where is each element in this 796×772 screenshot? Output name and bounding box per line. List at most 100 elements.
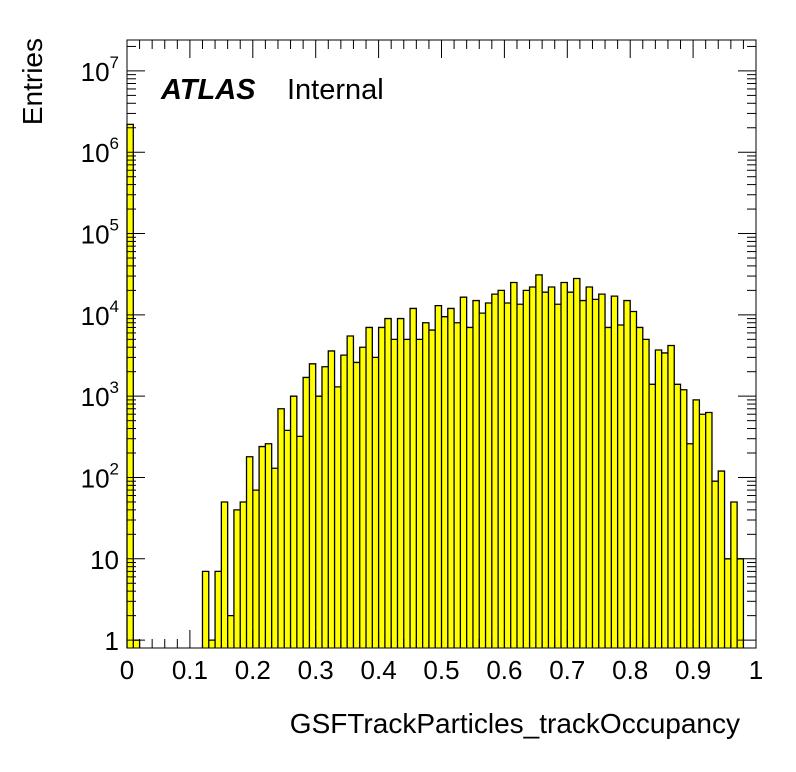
histogram-bar bbox=[730, 501, 738, 648]
histogram-bar bbox=[334, 386, 341, 648]
histogram-bar bbox=[227, 615, 234, 648]
histogram-bar bbox=[529, 287, 536, 648]
histogram-bar bbox=[290, 396, 297, 648]
histogram-bar bbox=[441, 316, 448, 648]
histogram-bar bbox=[428, 330, 436, 648]
histogram-bar bbox=[479, 313, 486, 648]
histogram-bar bbox=[630, 311, 637, 648]
x-tick-label: 0.6 bbox=[486, 655, 522, 685]
x-tick-label: 0.3 bbox=[298, 655, 334, 685]
x-tick-label: 0.8 bbox=[612, 655, 648, 685]
histogram-bar bbox=[340, 355, 348, 648]
x-tick-label: 0.2 bbox=[235, 655, 271, 685]
histogram-bar bbox=[542, 292, 549, 648]
histogram-bar bbox=[378, 327, 385, 648]
histogram-bar bbox=[705, 412, 712, 648]
y-axis-label: Entries bbox=[17, 38, 48, 125]
histogram-bar bbox=[718, 471, 725, 648]
histogram-bar bbox=[303, 377, 310, 648]
histogram-bar bbox=[642, 339, 650, 648]
histogram-bar bbox=[561, 282, 568, 648]
histogram-bar bbox=[567, 292, 574, 648]
histogram-bar bbox=[321, 366, 329, 648]
histogram-bar bbox=[623, 300, 631, 648]
histogram-bar bbox=[573, 278, 580, 648]
histogram-bar bbox=[699, 414, 706, 648]
histogram-bar bbox=[410, 308, 417, 648]
atlas-label: ATLAS bbox=[160, 74, 256, 106]
histogram-bar bbox=[617, 325, 624, 648]
y-tick-label: 106 bbox=[81, 134, 119, 168]
histogram-bar bbox=[403, 339, 411, 648]
histogram-bar bbox=[233, 509, 241, 648]
histogram-bar bbox=[359, 347, 367, 648]
histogram-bar bbox=[686, 443, 694, 648]
x-tick-label: 1 bbox=[749, 655, 763, 685]
histogram-bar bbox=[447, 308, 455, 648]
histogram-bar bbox=[435, 305, 442, 648]
y-tick-label: 107 bbox=[81, 53, 119, 87]
histogram-bar bbox=[246, 456, 253, 648]
internal-label: Internal bbox=[287, 74, 384, 106]
histogram-bar bbox=[309, 363, 316, 648]
histogram-bar bbox=[271, 468, 278, 648]
histogram-bar bbox=[724, 558, 731, 648]
histogram-bar bbox=[636, 327, 643, 648]
histogram-bar bbox=[397, 318, 404, 648]
histogram-bar bbox=[460, 297, 467, 648]
histogram-bar bbox=[693, 399, 700, 648]
histogram-bar bbox=[221, 501, 228, 648]
y-tick-label: 103 bbox=[81, 378, 119, 412]
histogram-bar bbox=[472, 300, 480, 648]
x-tick-label: 0 bbox=[120, 655, 134, 685]
histogram-bar bbox=[510, 282, 517, 648]
histogram-bar bbox=[674, 384, 681, 648]
histogram-bar bbox=[611, 296, 618, 648]
histogram-bar bbox=[296, 436, 304, 648]
histogram-bar bbox=[466, 327, 473, 648]
histogram-bar bbox=[416, 339, 423, 648]
y-tick-label: 1 bbox=[105, 626, 119, 656]
histogram-bar bbox=[215, 571, 222, 648]
histogram-bar bbox=[133, 640, 140, 648]
histogram-bar bbox=[498, 290, 505, 648]
histogram-bar bbox=[680, 389, 687, 648]
y-tick-label: 10 bbox=[90, 545, 119, 575]
histogram-bar bbox=[516, 304, 524, 648]
histogram-bar bbox=[523, 290, 530, 648]
histogram-bar bbox=[504, 302, 511, 648]
y-tick-label: 105 bbox=[81, 216, 119, 250]
histogram-bar bbox=[535, 274, 543, 648]
histogram-bar bbox=[711, 481, 719, 648]
histogram-bar bbox=[384, 318, 392, 648]
histogram-bar bbox=[655, 349, 662, 648]
histogram-bar bbox=[277, 408, 285, 648]
histogram-bars bbox=[126, 123, 745, 648]
histogram-bar bbox=[579, 300, 587, 648]
x-tick-label: 0.5 bbox=[423, 655, 459, 685]
x-tick-label: 0.7 bbox=[549, 655, 585, 685]
histogram-bar bbox=[548, 287, 555, 648]
histogram-bar bbox=[127, 124, 134, 648]
histogram-bar bbox=[554, 304, 562, 648]
histogram-bar bbox=[315, 396, 322, 648]
histogram-bar bbox=[586, 287, 593, 648]
histogram-bar bbox=[202, 571, 209, 648]
y-tick-label: 104 bbox=[81, 297, 119, 331]
histogram-bar bbox=[353, 362, 360, 648]
x-tick-label: 0.4 bbox=[361, 655, 397, 685]
histogram-bar bbox=[454, 322, 461, 648]
histogram-bar bbox=[737, 558, 744, 648]
x-axis-label: GSFTrackParticles_trackOccupancy bbox=[290, 708, 740, 739]
histogram-bar bbox=[605, 327, 612, 648]
histogram-bar bbox=[661, 352, 668, 648]
histogram-bar bbox=[372, 357, 379, 648]
histogram-bar bbox=[259, 446, 266, 648]
histogram-bar bbox=[485, 302, 492, 648]
histogram-bar bbox=[240, 501, 247, 648]
axis-ticks bbox=[126, 40, 757, 648]
histogram-bar bbox=[422, 322, 429, 648]
histogram-bar bbox=[391, 339, 398, 648]
histogram-bar bbox=[592, 299, 599, 648]
